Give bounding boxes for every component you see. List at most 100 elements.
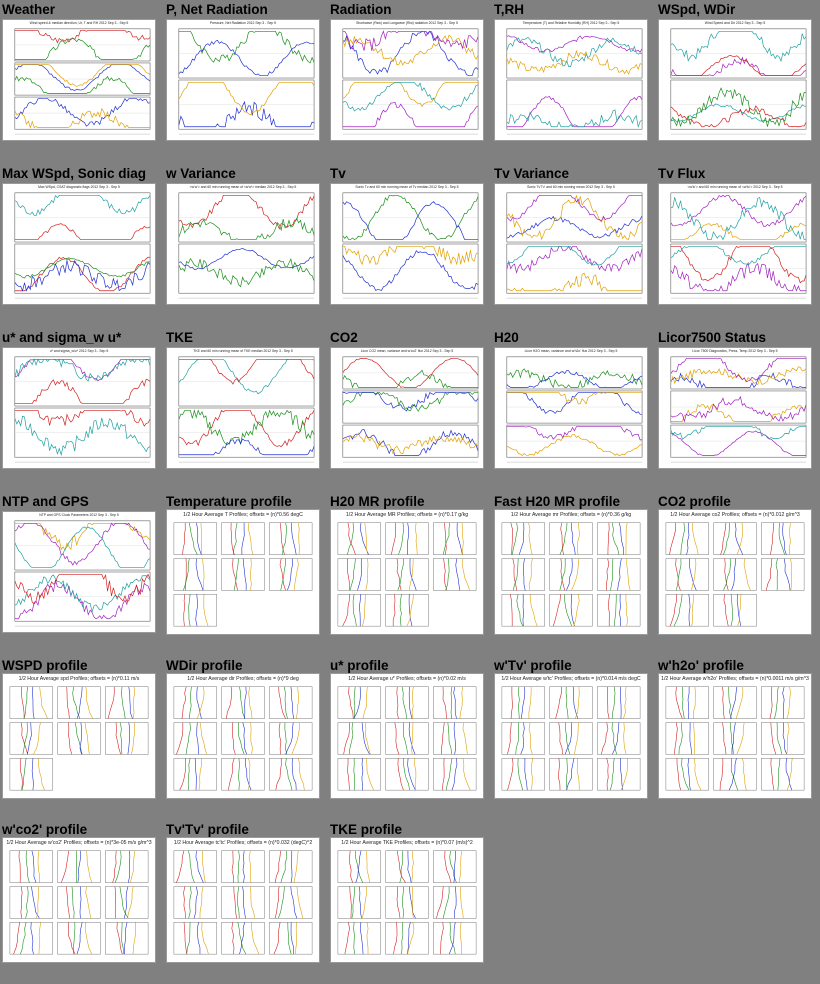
plot-tile-title[interactable]: u* profile bbox=[330, 658, 389, 673]
profile-frame bbox=[665, 722, 709, 755]
plot-tile-h20[interactable]: H20 Licor H2O mean, variance and w'h2o' f… bbox=[492, 328, 656, 492]
plot-thumbnail[interactable]: Wind Speed and Dir 2012 Sep 3 - Sep 5 bbox=[658, 19, 812, 141]
plot-thumbnail[interactable]: Temperature (T) and Relative Humidity (R… bbox=[494, 19, 648, 141]
profile-line bbox=[279, 558, 286, 591]
plot-tile-title[interactable]: Tv Flux bbox=[658, 166, 706, 181]
plot-tile-w-h2o-profile[interactable]: w'h2o' profile 1/2 Hour Average w'h2o' Pr… bbox=[656, 656, 820, 820]
plot-tile-fast-h20-mr-profile[interactable]: Fast H20 MR profile 1/2 Hour Average mr P… bbox=[492, 492, 656, 656]
plot-thumbnail[interactable]: Sonic Tv and 60 min running mean of Tv m… bbox=[330, 183, 484, 305]
plot-thumbnail[interactable]: <w'w'> and 60 min running mean of <w'w'>… bbox=[166, 183, 320, 305]
plot-tile-title[interactable]: CO2 bbox=[330, 330, 358, 345]
plot-tile-tv-variance[interactable]: Tv Variance Sonic Tv'Tv' and 60 min runni… bbox=[492, 164, 656, 328]
plot-tile-wspd-wdir[interactable]: WSpd, WDir Wind Speed and Dir 2012 Sep 3 … bbox=[656, 0, 820, 164]
profile-line bbox=[450, 686, 453, 719]
plot-tile-tv-tv-profile[interactable]: Tv'Tv' profile 1/2 Hour Average tc'tc' Pr… bbox=[164, 820, 328, 984]
plot-tile-title[interactable]: w'Tv' profile bbox=[494, 658, 572, 673]
plot-thumbnail[interactable]: 1/2 Hour Average dir Profiles; offsets =… bbox=[166, 673, 320, 799]
profile-line bbox=[347, 522, 354, 555]
plot-tile-title[interactable]: H20 MR profile bbox=[330, 494, 425, 509]
profile-line bbox=[353, 686, 361, 719]
plot-thumbnail[interactable]: Max WSpd, CSAT diagnostic flags 2012 Sep… bbox=[2, 183, 156, 305]
plot-tile-title[interactable]: Tv'Tv' profile bbox=[166, 822, 249, 837]
plot-thumbnail-graphic bbox=[14, 520, 151, 627]
plot-tile-title[interactable]: H20 bbox=[494, 330, 519, 345]
plot-tile-temperature-profile[interactable]: Temperature profile 1/2 Hour Average T Pr… bbox=[164, 492, 328, 656]
plot-thumbnail[interactable]: 1/2 Hour Average co2 Profiles; offsets =… bbox=[658, 509, 812, 635]
plot-tile-title[interactable]: T,RH bbox=[494, 2, 524, 17]
plot-tile-w-co2-profile[interactable]: w'co2' profile 1/2 Hour Average w'co2' Pr… bbox=[0, 820, 164, 984]
plot-tile-title[interactable]: WSPD profile bbox=[2, 658, 88, 673]
plot-tile-tv-flux[interactable]: Tv Flux <w'tc'> and 60 min running mean o… bbox=[656, 164, 820, 328]
plot-thumbnail[interactable]: Sonic Tv'Tv' and 60 min running mean 201… bbox=[494, 183, 648, 305]
plot-tile-title[interactable]: P, Net Radiation bbox=[166, 2, 268, 17]
plot-tile-wdir-profile[interactable]: WDir profile 1/2 Hour Average dir Profile… bbox=[164, 656, 328, 820]
plot-tile-tv[interactable]: Tv Sonic Tv and 60 min running mean of Tv… bbox=[328, 164, 492, 328]
plot-tile-title[interactable]: w'h2o' profile bbox=[658, 658, 744, 673]
plot-tile-u-profile[interactable]: u* profile 1/2 Hour Average u* Profiles; … bbox=[328, 656, 492, 820]
plot-tile-u-and-sigma-w-u[interactable]: u* and sigma_w u* u* and sigma_w/u* 2012 … bbox=[0, 328, 164, 492]
plot-tile-p-net-radiation[interactable]: P, Net Radiation Pressure, Net Radiation … bbox=[164, 0, 328, 164]
profile-frame bbox=[105, 922, 149, 955]
plot-tile-h20-mr-profile[interactable]: H20 MR profile 1/2 Hour Average MR Profil… bbox=[328, 492, 492, 656]
plot-thumbnail[interactable]: 1/2 Hour Average tc'tc' Profiles; offset… bbox=[166, 837, 320, 963]
profile-line bbox=[396, 686, 399, 719]
plot-tile-title[interactable]: Tv Variance bbox=[494, 166, 570, 181]
plot-tile-title[interactable]: Temperature profile bbox=[166, 494, 292, 509]
plot-thumbnail[interactable]: <w'tc'> and 60 min running mean of <w'tc… bbox=[658, 183, 812, 305]
plot-tile-title[interactable]: w'co2' profile bbox=[2, 822, 88, 837]
plot-tile-title[interactable]: CO2 profile bbox=[658, 494, 731, 509]
plot-tile-title[interactable]: NTP and GPS bbox=[2, 494, 89, 509]
profile-line bbox=[399, 850, 404, 883]
plot-tile-title[interactable]: Weather bbox=[2, 2, 56, 17]
plot-tile-title[interactable]: TKE profile bbox=[330, 822, 403, 837]
plot-tile-w-variance[interactable]: w Variance <w'w'> and 60 min running mean… bbox=[164, 164, 328, 328]
plot-thumbnail[interactable]: Licor 7500 Diagnostics, Press, Temp 2012… bbox=[658, 347, 812, 469]
plot-thumbnail[interactable]: Licor H2O mean, variance and w'h2o' flux… bbox=[494, 347, 648, 469]
plot-tile-w-tv-profile[interactable]: w'Tv' profile 1/2 Hour Average w'tc' Prof… bbox=[492, 656, 656, 820]
plot-tile-weather[interactable]: Weather Wind speed & median direction, Ur… bbox=[0, 0, 164, 164]
profile-line bbox=[722, 686, 725, 719]
plot-tile-tke[interactable]: TKE TKE and 60 min running mean of TKE me… bbox=[164, 328, 328, 492]
plot-tile-co2-profile[interactable]: CO2 profile 1/2 Hour Average co2 Profiles… bbox=[656, 492, 820, 656]
plot-tile-title[interactable]: WDir profile bbox=[166, 658, 243, 673]
plot-tile-title[interactable]: Radiation bbox=[330, 2, 392, 17]
plot-tile-title[interactable]: Max WSpd, Sonic diag bbox=[2, 166, 147, 181]
plot-thumbnail[interactable]: 1/2 Hour Average w'co2' Profiles; offset… bbox=[2, 837, 156, 963]
profile-frame bbox=[501, 558, 545, 591]
plot-tile-t-rh[interactable]: T,RH Temperature (T) and Relative Humidit… bbox=[492, 0, 656, 164]
plot-tile-title[interactable]: Licor7500 Status bbox=[658, 330, 767, 345]
profile-frame bbox=[337, 886, 381, 919]
plot-tile-title[interactable]: TKE bbox=[166, 330, 193, 345]
plot-thumbnail[interactable]: Shortwave (Rsw) and Longwave (Rlw) radia… bbox=[330, 19, 484, 141]
plot-thumbnail[interactable]: 1/2 Hour Average w'h2o' Profiles; offset… bbox=[658, 673, 812, 799]
plot-thumbnail[interactable]: u* and sigma_w/u* 2012 Sep 3 - Sep 5 bbox=[2, 347, 156, 469]
plot-thumbnail[interactable]: Pressure, Net Radiation 2012 Sep 3 - Sep… bbox=[166, 19, 320, 141]
plot-thumbnail[interactable]: 1/2 Hour Average u* Profiles; offsets = … bbox=[330, 673, 484, 799]
plot-thumbnail[interactable]: Licor CO2 mean, variance and w'co2' flux… bbox=[330, 347, 484, 469]
plot-thumbnail[interactable]: TKE and 60 min running mean of TKE media… bbox=[166, 347, 320, 469]
plot-thumbnail[interactable]: Wind speed & median direction, Ur, T and… bbox=[2, 19, 156, 141]
plot-tile-wspd-profile[interactable]: WSPD profile 1/2 Hour Average spd Profile… bbox=[0, 656, 164, 820]
plot-tile-max-wspd-sonic-diag[interactable]: Max WSpd, Sonic diag Max WSpd, CSAT diagn… bbox=[0, 164, 164, 328]
plot-tile-title[interactable]: w Variance bbox=[166, 166, 236, 181]
profile-line bbox=[353, 758, 355, 791]
plot-thumbnail[interactable]: 1/2 Hour Average spd Profiles; offsets =… bbox=[2, 673, 156, 799]
plot-thumbnail[interactable]: 1/2 Hour Average T Profiles; offsets = (… bbox=[166, 509, 320, 635]
plot-tile-title[interactable]: WSpd, WDir bbox=[658, 2, 736, 17]
plot-tile-title[interactable]: Fast H20 MR profile bbox=[494, 494, 621, 509]
plot-thumbnail[interactable]: NTP and GPS Clock Parameters 2012 Sep 3 … bbox=[2, 511, 156, 633]
plot-tile-tke-profile[interactable]: TKE profile 1/2 Hour Average TKE Profiles… bbox=[328, 820, 492, 984]
plot-tile-licor7500-status[interactable]: Licor7500 Status Licor 7500 Diagnostics, … bbox=[656, 328, 820, 492]
plot-thumbnail[interactable]: 1/2 Hour Average MR Profiles; offsets = … bbox=[330, 509, 484, 635]
plot-tile-co2[interactable]: CO2 Licor CO2 mean, variance and w'co2' f… bbox=[328, 328, 492, 492]
plot-thumbnail[interactable]: 1/2 Hour Average mr Profiles; offsets = … bbox=[494, 509, 648, 635]
plot-tile-ntp-and-gps[interactable]: NTP and GPS NTP and GPS Clock Parameters … bbox=[0, 492, 164, 656]
plot-tile-title[interactable]: Tv bbox=[330, 166, 346, 181]
plot-tile-radiation[interactable]: Radiation Shortwave (Rsw) and Longwave (R… bbox=[328, 0, 492, 164]
series-line bbox=[178, 217, 315, 240]
profile-line bbox=[296, 886, 304, 919]
plot-thumbnail[interactable]: 1/2 Hour Average TKE Profiles; offsets =… bbox=[330, 837, 484, 963]
plot-thumbnail[interactable]: 1/2 Hour Average w'tc' Profiles; offsets… bbox=[494, 673, 648, 799]
plot-tile-title[interactable]: u* and sigma_w u* bbox=[2, 330, 122, 345]
profile-line bbox=[730, 758, 739, 791]
